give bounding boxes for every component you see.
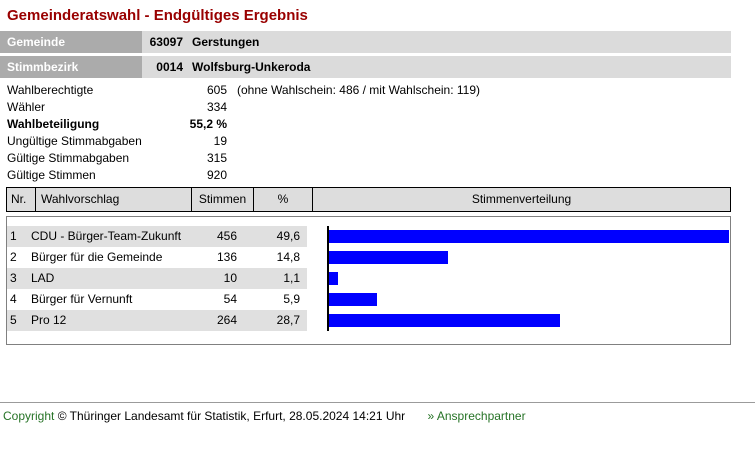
stimmbezirk-label: Stimmbezirk <box>0 56 142 78</box>
row-nr: 1 <box>10 229 17 243</box>
stimmbezirk-name: Wolfsburg-Unkeroda <box>192 60 311 74</box>
region-row-stimmbezirk: Stimmbezirk 0014 Wolfsburg-Unkeroda <box>0 56 731 78</box>
row-proposal: Pro 12 <box>31 313 67 327</box>
vote-share-bar <box>329 293 377 306</box>
stat-value: 19 <box>213 134 227 148</box>
results-table-body: 1 CDU - Bürger-Team-Zukunft 456 49,6 2 B… <box>6 216 731 345</box>
row-percent: 1,1 <box>283 271 300 285</box>
row-nr: 4 <box>10 292 17 306</box>
stat-value: 55,2 % <box>189 117 227 131</box>
gemeinde-value: 63097 Gerstungen <box>142 31 731 53</box>
stat-label: Gültige Stimmabgaben <box>7 151 130 165</box>
header-stimmen: Stimmen <box>192 188 254 211</box>
bar-axis <box>327 247 730 268</box>
row-proposal: LAD <box>31 271 55 285</box>
copyright-text: © Thüringer Landesamt für Statistik, Erf… <box>57 409 406 423</box>
header-percent: % <box>254 188 313 211</box>
stimmbezirk-value: 0014 Wolfsburg-Unkeroda <box>142 56 731 78</box>
stat-note: (ohne Wahlschein: 486 / mit Wahlschein: … <box>237 83 481 97</box>
row-votes: 10 <box>223 271 237 285</box>
row-nr: 2 <box>10 250 17 264</box>
footer-divider <box>0 402 755 403</box>
summary-stats: Wahlberechtigte 605 (ohne Wahlschein: 48… <box>0 82 755 184</box>
copyright-link[interactable]: Copyright <box>3 409 55 423</box>
table-row: 4 Bürger für Vernunft 54 5,9 <box>7 289 730 310</box>
stat-label: Wahlberechtigte <box>7 83 94 97</box>
results-table-header: Nr. Wahlvorschlag Stimmen % Stimmenverte… <box>6 187 731 212</box>
region-row-gemeinde: Gemeinde 63097 Gerstungen <box>0 31 731 53</box>
table-row: 3 LAD 10 1,1 <box>7 268 730 289</box>
table-row: 5 Pro 12 264 28,7 <box>7 310 730 331</box>
vote-share-bar <box>329 272 338 285</box>
row-proposal: CDU - Bürger-Team-Zukunft <box>31 229 182 243</box>
table-row: 1 CDU - Bürger-Team-Zukunft 456 49,6 <box>7 226 730 247</box>
table-row: 2 Bürger für die Gemeinde 136 14,8 <box>7 247 730 268</box>
gemeinde-name: Gerstungen <box>192 35 260 49</box>
row-percent: 49,6 <box>276 229 300 243</box>
region-info-table: Gemeinde 63097 Gerstungen Stimmbezirk 00… <box>0 31 731 78</box>
row-votes: 456 <box>216 229 237 243</box>
stat-label: Wahlbeteiligung <box>7 117 100 131</box>
row-percent: 28,7 <box>276 313 300 327</box>
vote-share-bar <box>329 314 560 327</box>
stat-value: 315 <box>206 151 227 165</box>
row-proposal: Bürger für Vernunft <box>31 292 133 306</box>
stat-waehler: Wähler 334 <box>0 99 755 116</box>
stat-label: Wähler <box>7 100 46 114</box>
row-votes: 136 <box>216 250 237 264</box>
gemeinde-label: Gemeinde <box>0 31 142 53</box>
stat-wahlbeteiligung: Wahlbeteiligung 55,2 % <box>0 116 755 133</box>
header-wahlvorschlag: Wahlvorschlag <box>36 188 192 211</box>
row-percent: 14,8 <box>276 250 300 264</box>
row-nr: 3 <box>10 271 17 285</box>
ansprechpartner-link[interactable]: » Ansprechpartner <box>427 409 526 423</box>
vote-share-bar <box>329 230 729 243</box>
bar-axis <box>327 289 730 310</box>
stat-ungueltige-stimmabgaben: Ungültige Stimmabgaben 19 <box>0 133 755 150</box>
footer: Copyright © Thüringer Landesamt für Stat… <box>3 409 755 424</box>
bar-axis <box>327 268 730 289</box>
stat-value: 605 <box>206 83 227 97</box>
row-votes: 264 <box>216 313 237 327</box>
bar-axis <box>327 226 730 247</box>
stimmbezirk-code: 0014 <box>156 60 183 74</box>
stat-value: 920 <box>206 168 227 182</box>
header-stimmenverteilung: Stimmenverteilung <box>471 192 572 206</box>
bar-axis <box>327 310 730 331</box>
gemeinde-code: 63097 <box>149 35 183 49</box>
row-proposal: Bürger für die Gemeinde <box>31 250 163 264</box>
header-nr: Nr. <box>7 188 36 211</box>
page-title: Gemeinderatswahl - Endgültiges Ergebnis <box>7 7 308 24</box>
stat-value: 334 <box>206 100 227 114</box>
stat-gueltige-stimmen: Gültige Stimmen 920 <box>0 167 755 184</box>
stat-label: Gültige Stimmen <box>7 168 96 182</box>
stat-gueltige-stimmabgaben: Gültige Stimmabgaben 315 <box>0 150 755 167</box>
row-nr: 5 <box>10 313 17 327</box>
stat-wahlberechtigte: Wahlberechtigte 605 (ohne Wahlschein: 48… <box>0 82 755 99</box>
row-percent: 5,9 <box>283 292 300 306</box>
stat-label: Ungültige Stimmabgaben <box>7 134 142 148</box>
vote-share-bar <box>329 251 448 264</box>
row-votes: 54 <box>223 292 237 306</box>
